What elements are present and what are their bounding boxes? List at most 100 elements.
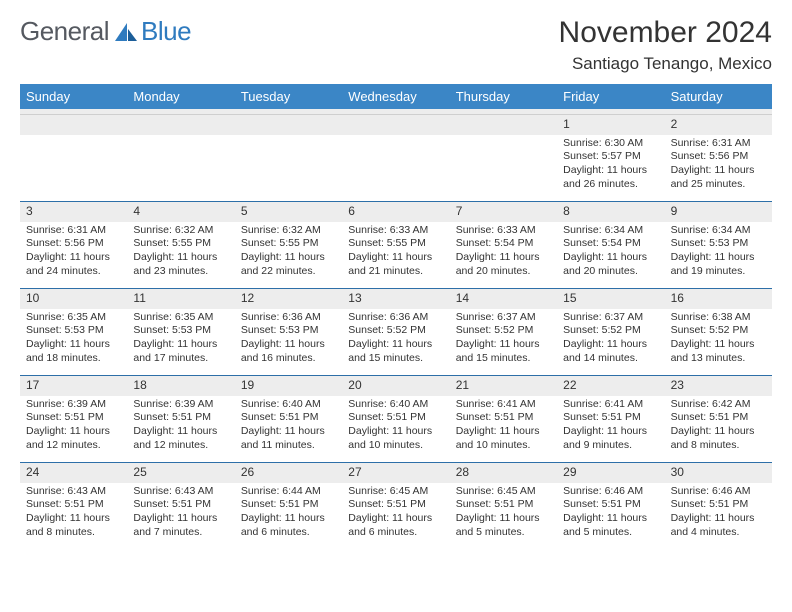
day-sunset: Sunset: 5:51 PM [241, 411, 336, 425]
day-number: 14 [450, 289, 557, 309]
day-sunset: Sunset: 5:51 PM [456, 411, 551, 425]
week-row: .....1Sunrise: 6:30 AMSunset: 5:57 PMDay… [20, 115, 772, 201]
day-sunset: Sunset: 5:51 PM [26, 411, 121, 425]
day-daylight1: Daylight: 11 hours [671, 338, 766, 352]
day-daylight2: and 8 minutes. [671, 439, 766, 453]
day-number: 24 [20, 463, 127, 483]
day-daylight1: Daylight: 11 hours [133, 251, 228, 265]
weeks-container: .....1Sunrise: 6:30 AMSunset: 5:57 PMDay… [20, 115, 772, 549]
day-sunset: Sunset: 5:51 PM [26, 498, 121, 512]
weekday-header-cell: Monday [127, 84, 234, 109]
day-body: Sunrise: 6:34 AMSunset: 5:54 PMDaylight:… [557, 222, 664, 283]
day-sunset: Sunset: 5:53 PM [26, 324, 121, 338]
day-cell: 23Sunrise: 6:42 AMSunset: 5:51 PMDayligh… [665, 376, 772, 462]
day-daylight2: and 12 minutes. [133, 439, 228, 453]
day-number: . [127, 115, 234, 135]
day-cell: 29Sunrise: 6:46 AMSunset: 5:51 PMDayligh… [557, 463, 664, 549]
day-daylight1: Daylight: 11 hours [456, 251, 551, 265]
day-sunset: Sunset: 5:51 PM [671, 498, 766, 512]
day-sunrise: Sunrise: 6:31 AM [671, 137, 766, 151]
day-cell: 4Sunrise: 6:32 AMSunset: 5:55 PMDaylight… [127, 202, 234, 288]
day-sunset: Sunset: 5:51 PM [563, 411, 658, 425]
day-sunrise: Sunrise: 6:36 AM [348, 311, 443, 325]
day-number: 1 [557, 115, 664, 135]
day-number: 7 [450, 202, 557, 222]
day-cell: 8Sunrise: 6:34 AMSunset: 5:54 PMDaylight… [557, 202, 664, 288]
day-daylight2: and 11 minutes. [241, 439, 336, 453]
day-daylight1: Daylight: 11 hours [671, 251, 766, 265]
day-sunset: Sunset: 5:52 PM [348, 324, 443, 338]
day-cell: 20Sunrise: 6:40 AMSunset: 5:51 PMDayligh… [342, 376, 449, 462]
day-number: 3 [20, 202, 127, 222]
day-sunset: Sunset: 5:51 PM [456, 498, 551, 512]
day-daylight1: Daylight: 11 hours [26, 251, 121, 265]
day-sunset: Sunset: 5:52 PM [671, 324, 766, 338]
day-daylight1: Daylight: 11 hours [563, 251, 658, 265]
day-daylight1: Daylight: 11 hours [456, 338, 551, 352]
day-body: Sunrise: 6:44 AMSunset: 5:51 PMDaylight:… [235, 483, 342, 544]
day-cell: 13Sunrise: 6:36 AMSunset: 5:52 PMDayligh… [342, 289, 449, 375]
day-sunrise: Sunrise: 6:41 AM [456, 398, 551, 412]
day-body: Sunrise: 6:36 AMSunset: 5:52 PMDaylight:… [342, 309, 449, 370]
day-daylight2: and 9 minutes. [563, 439, 658, 453]
day-sunset: Sunset: 5:55 PM [241, 237, 336, 251]
day-sunrise: Sunrise: 6:43 AM [133, 485, 228, 499]
week-row: 17Sunrise: 6:39 AMSunset: 5:51 PMDayligh… [20, 375, 772, 462]
day-daylight2: and 24 minutes. [26, 265, 121, 279]
day-daylight1: Daylight: 11 hours [26, 425, 121, 439]
day-sunrise: Sunrise: 6:34 AM [563, 224, 658, 238]
day-cell: . [127, 115, 234, 201]
day-cell: 24Sunrise: 6:43 AMSunset: 5:51 PMDayligh… [20, 463, 127, 549]
day-sunrise: Sunrise: 6:41 AM [563, 398, 658, 412]
day-cell: 10Sunrise: 6:35 AMSunset: 5:53 PMDayligh… [20, 289, 127, 375]
day-sunset: Sunset: 5:53 PM [671, 237, 766, 251]
day-sunrise: Sunrise: 6:35 AM [26, 311, 121, 325]
day-daylight2: and 19 minutes. [671, 265, 766, 279]
day-number: 2 [665, 115, 772, 135]
day-body: Sunrise: 6:38 AMSunset: 5:52 PMDaylight:… [665, 309, 772, 370]
day-cell: 2Sunrise: 6:31 AMSunset: 5:56 PMDaylight… [665, 115, 772, 201]
day-daylight2: and 20 minutes. [456, 265, 551, 279]
day-cell: 5Sunrise: 6:32 AMSunset: 5:55 PMDaylight… [235, 202, 342, 288]
day-cell: 1Sunrise: 6:30 AMSunset: 5:57 PMDaylight… [557, 115, 664, 201]
day-number: 8 [557, 202, 664, 222]
day-sunrise: Sunrise: 6:46 AM [563, 485, 658, 499]
day-body: Sunrise: 6:39 AMSunset: 5:51 PMDaylight:… [20, 396, 127, 457]
day-cell: 16Sunrise: 6:38 AMSunset: 5:52 PMDayligh… [665, 289, 772, 375]
day-cell: 19Sunrise: 6:40 AMSunset: 5:51 PMDayligh… [235, 376, 342, 462]
brand-sail-icon [113, 21, 139, 43]
day-sunset: Sunset: 5:55 PM [348, 237, 443, 251]
day-sunset: Sunset: 5:51 PM [348, 498, 443, 512]
day-sunset: Sunset: 5:51 PM [133, 411, 228, 425]
day-daylight2: and 5 minutes. [456, 526, 551, 540]
day-daylight2: and 6 minutes. [348, 526, 443, 540]
day-number: . [20, 115, 127, 135]
day-daylight1: Daylight: 11 hours [348, 425, 443, 439]
day-cell: 22Sunrise: 6:41 AMSunset: 5:51 PMDayligh… [557, 376, 664, 462]
day-body: Sunrise: 6:43 AMSunset: 5:51 PMDaylight:… [127, 483, 234, 544]
day-cell: 11Sunrise: 6:35 AMSunset: 5:53 PMDayligh… [127, 289, 234, 375]
day-daylight2: and 6 minutes. [241, 526, 336, 540]
brand-text-b: Blue [141, 16, 191, 47]
day-daylight2: and 14 minutes. [563, 352, 658, 366]
day-body: Sunrise: 6:30 AMSunset: 5:57 PMDaylight:… [557, 135, 664, 196]
day-sunrise: Sunrise: 6:40 AM [241, 398, 336, 412]
day-sunrise: Sunrise: 6:45 AM [456, 485, 551, 499]
title-block: November 2024 Santiago Tenango, Mexico [559, 16, 772, 74]
day-sunset: Sunset: 5:54 PM [456, 237, 551, 251]
weekday-header-cell: Wednesday [342, 84, 449, 109]
day-number: . [342, 115, 449, 135]
day-daylight2: and 22 minutes. [241, 265, 336, 279]
day-sunset: Sunset: 5:55 PM [133, 237, 228, 251]
day-number: 29 [557, 463, 664, 483]
day-cell: 12Sunrise: 6:36 AMSunset: 5:53 PMDayligh… [235, 289, 342, 375]
day-sunrise: Sunrise: 6:37 AM [563, 311, 658, 325]
day-daylight1: Daylight: 11 hours [671, 164, 766, 178]
day-sunset: Sunset: 5:51 PM [563, 498, 658, 512]
day-number: 15 [557, 289, 664, 309]
day-body: Sunrise: 6:41 AMSunset: 5:51 PMDaylight:… [557, 396, 664, 457]
day-cell: 17Sunrise: 6:39 AMSunset: 5:51 PMDayligh… [20, 376, 127, 462]
day-body: Sunrise: 6:37 AMSunset: 5:52 PMDaylight:… [557, 309, 664, 370]
day-sunrise: Sunrise: 6:37 AM [456, 311, 551, 325]
day-daylight2: and 26 minutes. [563, 178, 658, 192]
